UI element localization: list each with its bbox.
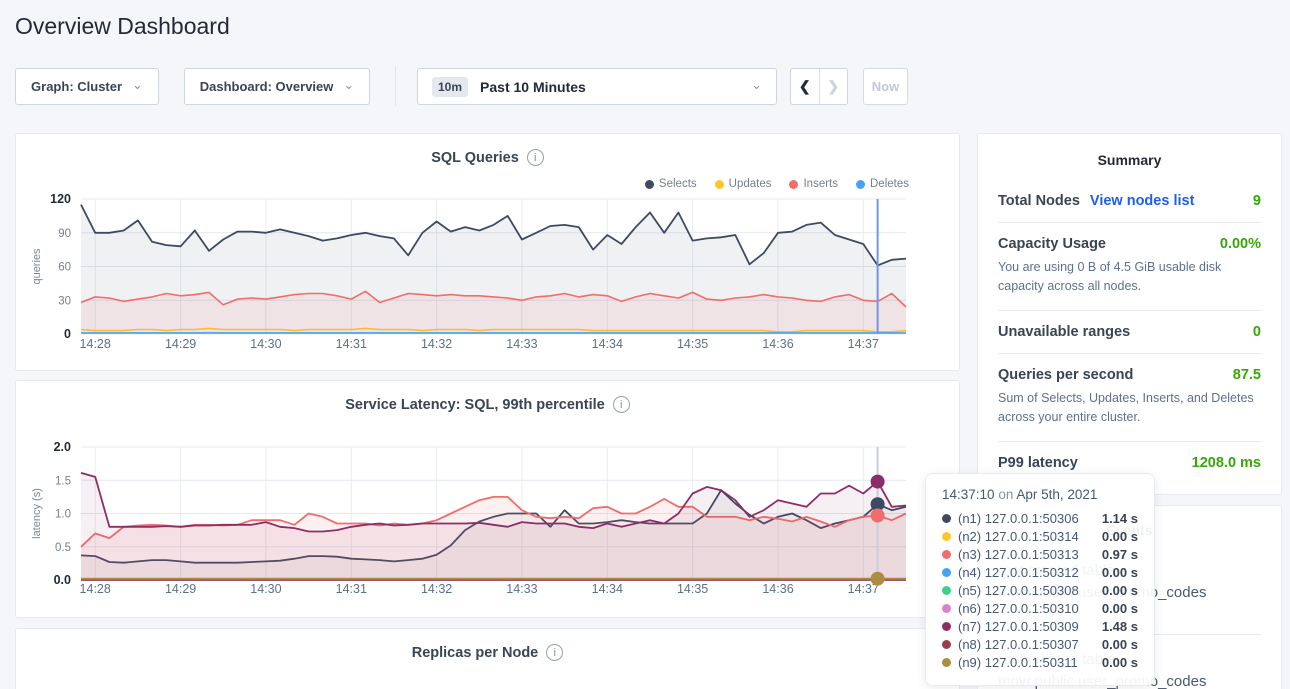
tooltip-row-n8: (n8) 127.0.0.1:503070.00 s bbox=[942, 635, 1138, 653]
summary-row-qps: Queries per second 87.5 Sum of Selects, … bbox=[998, 353, 1261, 441]
node-dot bbox=[942, 604, 951, 613]
toolbar-divider bbox=[395, 66, 396, 106]
sql-queries-chart[interactable]: 14:28 14:29 14:30 14:31 14:32 14:33 14:34 14:35… bbox=[16, 134, 961, 370]
summary-title: Summary bbox=[998, 152, 1261, 168]
qps-value: 87.5 bbox=[1233, 367, 1261, 383]
time-range-picker[interactable]: 10m Past 10 Minutes ⌄ bbox=[417, 68, 777, 105]
service-latency-card: Service Latency: SQL, 99th percentile i … bbox=[15, 380, 960, 618]
svg-text:30: 30 bbox=[58, 295, 71, 307]
svg-text:14:33: 14:33 bbox=[506, 337, 537, 351]
page-title: Overview Dashboard bbox=[15, 13, 230, 40]
prev-range-button[interactable]: ❮ bbox=[791, 69, 820, 104]
svg-text:queries: queries bbox=[31, 248, 43, 285]
svg-text:14:34: 14:34 bbox=[592, 582, 623, 596]
view-nodes-list-link[interactable]: View nodes list bbox=[1090, 193, 1195, 209]
node-dot bbox=[942, 586, 951, 595]
svg-text:14:35: 14:35 bbox=[677, 582, 708, 596]
svg-text:14:29: 14:29 bbox=[165, 582, 196, 596]
node-dot bbox=[942, 532, 951, 541]
svg-text:14:36: 14:36 bbox=[762, 337, 793, 351]
svg-text:14:28: 14:28 bbox=[80, 337, 111, 351]
svg-text:120: 120 bbox=[50, 192, 71, 206]
svg-text:14:28: 14:28 bbox=[80, 582, 111, 596]
node-dot bbox=[942, 640, 951, 649]
svg-text:1.0: 1.0 bbox=[55, 509, 71, 521]
svg-text:14:35: 14:35 bbox=[677, 337, 708, 351]
replicas-per-node-card: Replicas per Node i bbox=[15, 628, 960, 689]
next-range-button: ❯ bbox=[820, 69, 848, 104]
overview-dashboard-page: Overview Dashboard Graph: Cluster ⌄ Dash… bbox=[0, 0, 1290, 689]
svg-text:14:32: 14:32 bbox=[421, 337, 452, 351]
unavailable-ranges-value: 0 bbox=[1253, 324, 1261, 340]
node-dot bbox=[942, 568, 951, 577]
svg-text:14:30: 14:30 bbox=[250, 337, 281, 351]
svg-text:latency (s): latency (s) bbox=[31, 488, 43, 539]
node-dot bbox=[942, 658, 951, 667]
range-nav-group: ❮ ❯ bbox=[790, 68, 848, 105]
now-button: Now bbox=[863, 68, 908, 105]
node-dot bbox=[942, 622, 951, 631]
tooltip-timestamp: 14:37:10 on Apr 5th, 2021 bbox=[942, 487, 1138, 502]
tooltip-row-n4: (n4) 127.0.0.1:503120.00 s bbox=[942, 563, 1138, 581]
tooltip-row-n7: (n7) 127.0.0.1:503091.48 s bbox=[942, 617, 1138, 635]
info-icon[interactable]: i bbox=[546, 644, 563, 661]
summary-row-unavailable-ranges: Unavailable ranges 0 bbox=[998, 310, 1261, 353]
svg-text:14:34: 14:34 bbox=[592, 337, 623, 351]
tooltip-row-n1: (n1) 127.0.0.1:503061.14 s bbox=[942, 509, 1138, 527]
svg-text:14:30: 14:30 bbox=[250, 582, 281, 596]
summary-row-total-nodes: Total Nodes View nodes list 9 bbox=[998, 180, 1261, 222]
range-badge: 10m bbox=[432, 77, 468, 97]
tooltip-row-n6: (n6) 127.0.0.1:503100.00 s bbox=[942, 599, 1138, 617]
svg-text:14:31: 14:31 bbox=[336, 582, 367, 596]
service-latency-chart[interactable]: 14:28 14:29 14:30 14:31 14:32 14:33 14:34 14:35… bbox=[16, 381, 961, 617]
svg-text:0.5: 0.5 bbox=[55, 542, 71, 554]
p99-latency-value: 1208.0 ms bbox=[1192, 455, 1261, 471]
graph-dropdown[interactable]: Graph: Cluster ⌄ bbox=[15, 68, 159, 105]
svg-text:90: 90 bbox=[58, 228, 71, 240]
node-dot bbox=[942, 550, 951, 559]
svg-text:60: 60 bbox=[58, 262, 71, 274]
sql-queries-card: SQL Queries i Selects Updates Inserts De… bbox=[15, 133, 960, 371]
svg-text:14:33: 14:33 bbox=[506, 582, 537, 596]
svg-text:14:31: 14:31 bbox=[336, 337, 367, 351]
tooltip-row-n9: (n9) 127.0.0.1:503110.00 s bbox=[942, 653, 1138, 671]
range-label: Past 10 Minutes bbox=[480, 79, 586, 95]
capacity-usage-value: 0.00% bbox=[1220, 236, 1261, 252]
graph-dropdown-label: Graph: Cluster bbox=[31, 79, 122, 94]
total-nodes-value: 9 bbox=[1253, 193, 1261, 209]
summary-row-capacity-usage: Capacity Usage 0.00% You are using 0 B o… bbox=[998, 222, 1261, 310]
svg-text:0.0: 0.0 bbox=[54, 573, 71, 587]
tooltip-row-n2: (n2) 127.0.0.1:503140.00 s bbox=[942, 527, 1138, 545]
chart-tooltip: 14:37:10 on Apr 5th, 2021 (n1) 127.0.0.1… bbox=[925, 473, 1155, 686]
tooltip-row-n5: (n5) 127.0.0.1:503080.00 s bbox=[942, 581, 1138, 599]
svg-text:1.5: 1.5 bbox=[55, 475, 71, 487]
node-dot bbox=[942, 514, 951, 523]
svg-text:14:36: 14:36 bbox=[762, 582, 793, 596]
chart-title: Replicas per Node bbox=[412, 645, 539, 661]
summary-panel: Summary Total Nodes View nodes list 9 Ca… bbox=[977, 133, 1282, 495]
svg-text:14:32: 14:32 bbox=[421, 582, 452, 596]
svg-text:2.0: 2.0 bbox=[54, 440, 71, 454]
svg-text:0: 0 bbox=[64, 327, 71, 341]
dashboard-dropdown[interactable]: Dashboard: Overview ⌄ bbox=[184, 68, 370, 105]
svg-text:14:37: 14:37 bbox=[848, 337, 879, 351]
tooltip-row-n3: (n3) 127.0.0.1:503130.97 s bbox=[942, 545, 1138, 563]
svg-text:14:29: 14:29 bbox=[165, 337, 196, 351]
dashboard-dropdown-label: Dashboard: Overview bbox=[200, 79, 334, 94]
